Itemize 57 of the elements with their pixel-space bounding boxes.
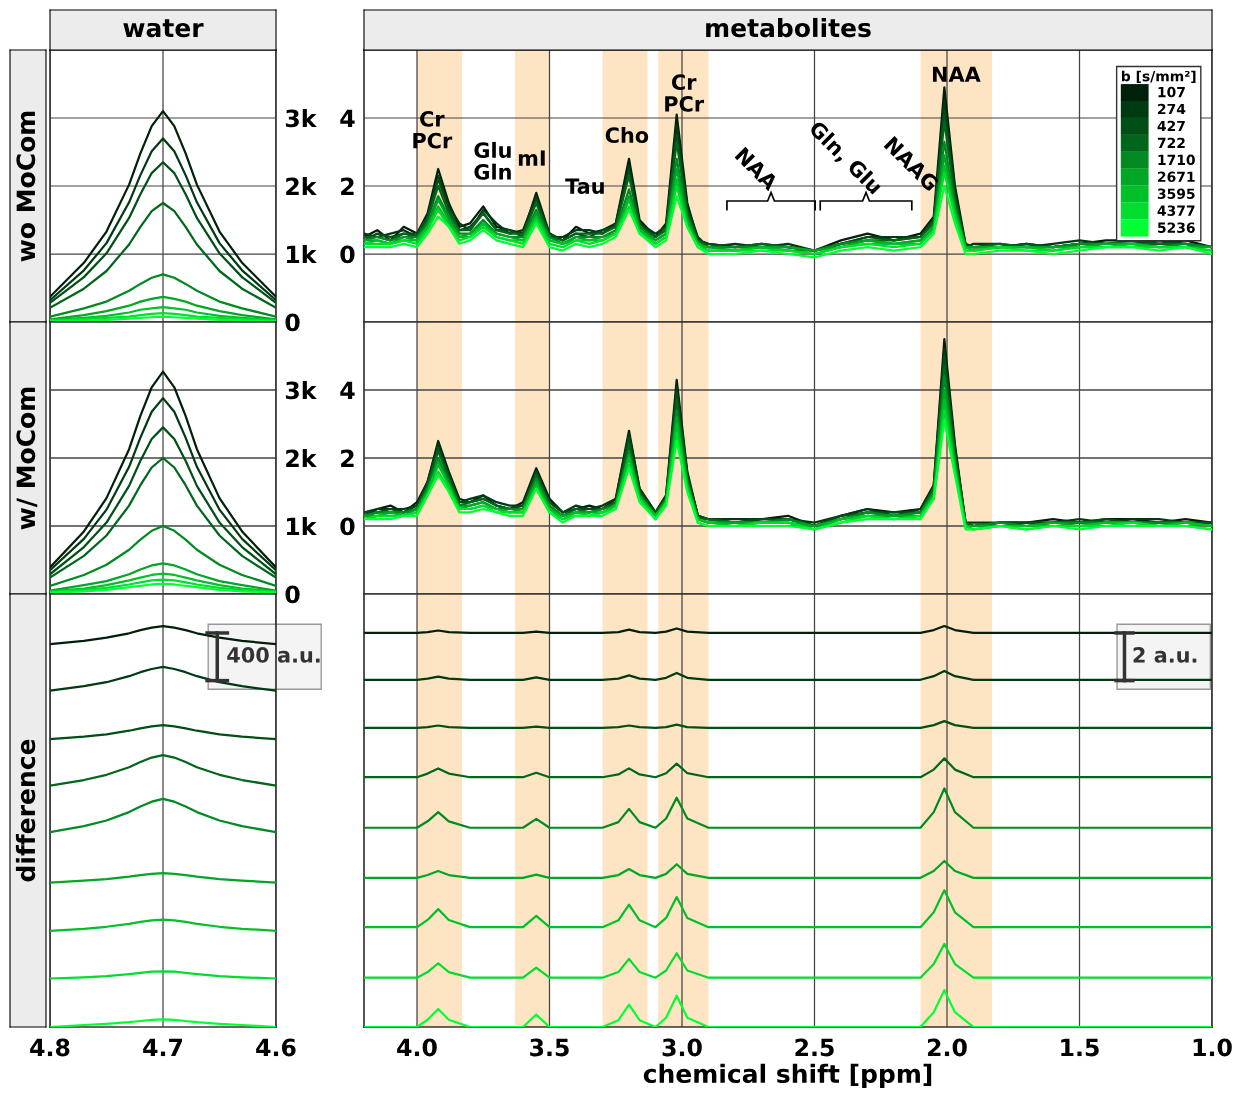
legend-label: 5236 <box>1157 222 1195 233</box>
annotation: Cho <box>605 126 649 144</box>
y-tick-label: 1k <box>287 245 317 263</box>
legend-label: 2671 <box>1158 171 1195 183</box>
legend-label: 4377 <box>1157 205 1195 216</box>
y-tick-label: 4 <box>340 381 355 399</box>
legend-label: 427 <box>1157 120 1185 132</box>
y-axis-title: w/ MoCom <box>16 387 38 530</box>
chart-title: water <box>123 19 204 38</box>
y-axis-title: wo MoCom <box>16 111 36 262</box>
line-series <box>50 137 276 302</box>
y-tick-label: 4 <box>340 109 355 127</box>
y-tick-label: 2k <box>286 449 317 467</box>
chart-title: metabolites <box>706 17 871 38</box>
y-tick-label: 2 <box>341 449 354 467</box>
legend-title: b [s/mm²] <box>1121 70 1196 84</box>
x-tick-label: 2.5 <box>795 1038 834 1057</box>
annotation: 400 a.u. <box>227 647 320 663</box>
x-tick-label: 1.0 <box>1193 1038 1232 1057</box>
legend-label: 274 <box>1158 103 1186 115</box>
y-tick-label: 1k <box>287 517 317 535</box>
y-tick-label: 0 <box>285 585 300 604</box>
y-tick-label: 3k <box>285 381 317 400</box>
line-series <box>50 161 276 305</box>
y-tick-label: 2k <box>286 177 317 195</box>
annotation: mI <box>518 150 545 166</box>
x-tick-label: 4.7 <box>143 1038 183 1057</box>
x-tick-label: 3.0 <box>662 1038 702 1057</box>
annotation: Tau <box>565 178 604 194</box>
y-tick-label: 0 <box>285 313 300 332</box>
x-tick-label: 4.6 <box>256 1038 296 1057</box>
line-series <box>50 524 276 587</box>
y-axis-title: difference <box>15 739 36 882</box>
annotation: 2 a.u. <box>1133 647 1197 663</box>
line-series <box>50 273 276 318</box>
line-series <box>50 426 276 576</box>
y-tick-label: 3k <box>285 109 317 128</box>
x-tick-label: 2.0 <box>927 1038 967 1057</box>
annotation: Glu Gln <box>474 141 511 180</box>
y-tick-label: 2 <box>341 177 354 195</box>
x-tick-label: 1.5 <box>1061 1038 1099 1057</box>
line-series <box>50 201 276 309</box>
x-tick-label: 4.8 <box>30 1038 70 1057</box>
y-tick-label: 0 <box>340 517 355 536</box>
line-series <box>50 456 276 579</box>
annotation: Cr PCr <box>413 111 453 149</box>
annotation: NAA <box>932 66 981 82</box>
annotation: Cr PCr <box>665 74 705 112</box>
x-tick-label: 3.5 <box>530 1038 569 1057</box>
x-axis-title: chemical shift [ppm] <box>643 1063 932 1088</box>
line-series <box>50 110 276 298</box>
legend-label: 722 <box>1157 137 1185 148</box>
legend-label: 107 <box>1158 86 1185 98</box>
legend-label: 1710 <box>1158 154 1195 166</box>
x-tick-label: 4.0 <box>397 1038 437 1057</box>
y-tick-label: 0 <box>340 245 355 264</box>
legend-label: 3595 <box>1157 188 1195 199</box>
